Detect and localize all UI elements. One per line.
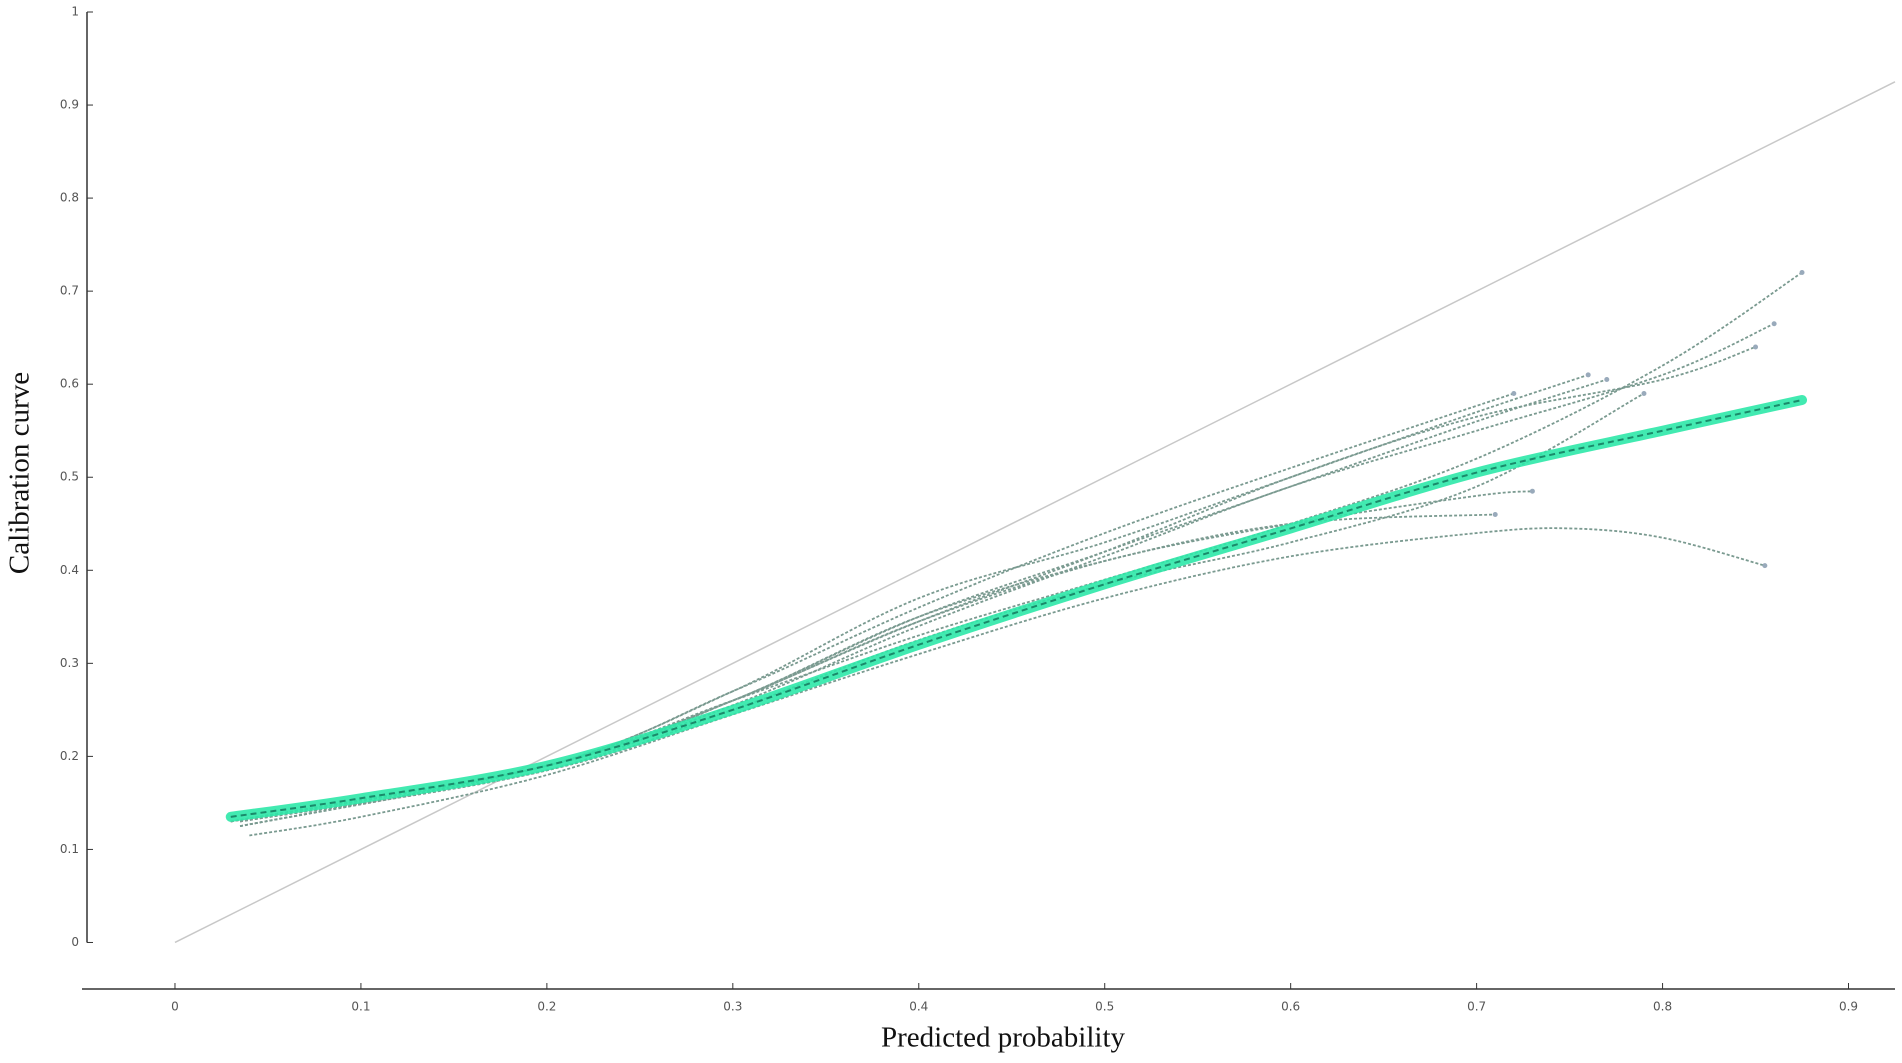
- x-tick-label: 0.6: [1281, 1000, 1300, 1014]
- calibration-curve-center: [230, 399, 1803, 818]
- y-tick-label: 0.2: [60, 749, 79, 763]
- bootstrap-curve: [239, 271, 1803, 828]
- x-tick-label: 0.5: [1095, 1000, 1114, 1014]
- curve-end-marker: [1641, 390, 1647, 396]
- bootstrap-curve: [239, 374, 1589, 828]
- y-tick-label: 0.7: [60, 284, 79, 298]
- x-tick-label: 0.4: [909, 1000, 928, 1014]
- bootstrap-curve: [249, 527, 1766, 837]
- y-tick-label: 1: [71, 5, 79, 19]
- reference-line: [174, 81, 1896, 944]
- curve-end-marker: [1771, 321, 1777, 327]
- y-tick-label: 0: [71, 935, 79, 949]
- y-tick-label: 0.5: [60, 470, 79, 484]
- x-tick-label: 0.3: [723, 1000, 742, 1014]
- curve-end-marker: [1492, 511, 1498, 517]
- y-tick-label: 0.8: [60, 191, 79, 205]
- x-tick-label: 0.1: [351, 1000, 370, 1014]
- curve-end-marker: [1585, 372, 1591, 378]
- bootstrap-curve: [239, 346, 1756, 823]
- x-tick-label: 0.9: [1839, 1000, 1858, 1014]
- x-axis-title: Predicted probability: [881, 1022, 1126, 1054]
- x-tick-label: 0.7: [1467, 1000, 1486, 1014]
- x-tick-label: 0: [171, 1000, 179, 1014]
- y-tick-label: 0.4: [60, 563, 79, 577]
- y-tick-label: 0.6: [60, 377, 79, 391]
- bootstrap-curve: [230, 392, 1515, 823]
- y-tick-label: 0.1: [60, 842, 79, 856]
- x-tick-label: 0.8: [1653, 1000, 1672, 1014]
- curve-end-marker: [1604, 377, 1610, 383]
- curve-end-marker: [1753, 344, 1759, 350]
- calibration-curve: [225, 395, 1808, 822]
- x-tick-label: 0.2: [537, 1000, 556, 1014]
- y-tick-label: 0.3: [60, 656, 79, 670]
- curve-end-marker: [1529, 488, 1535, 494]
- curve-end-marker: [1511, 390, 1517, 396]
- bootstrap-curve: [239, 378, 1608, 828]
- y-tick-label: 0.9: [60, 98, 79, 112]
- y-axis-title: Calibration curve: [4, 372, 36, 574]
- curve-end-marker: [1799, 270, 1805, 276]
- curve-end-marker: [1762, 563, 1768, 569]
